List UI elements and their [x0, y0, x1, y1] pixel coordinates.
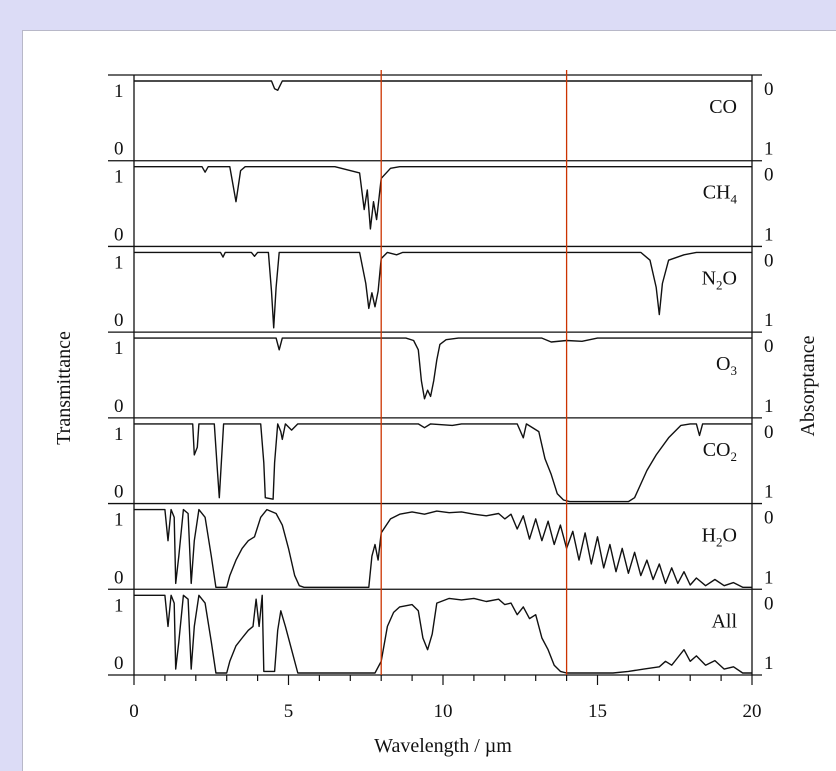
y-axis-title-right: Absorptance	[797, 335, 819, 436]
series-label-ch4: CH4	[703, 182, 738, 207]
series-line-all	[134, 594, 752, 674]
x-axis-title: Wavelength / µm	[374, 735, 512, 757]
right-tick-top: 0	[764, 593, 774, 614]
right-tick-bottom: 1	[764, 567, 774, 588]
panel-co: 1 0 0 1 CO	[108, 79, 774, 162]
left-tick-bottom: 0	[114, 310, 124, 331]
series-line-n2o	[134, 251, 752, 329]
series-line-h2o	[134, 508, 752, 588]
right-tick-top: 0	[764, 422, 774, 443]
x-tick-label: 15	[588, 701, 607, 722]
left-tick-bottom: 0	[114, 653, 124, 674]
window-markers	[380, 70, 568, 675]
panel-o3: 1 0 0 1 O3	[108, 336, 774, 419]
series-label-all: All	[711, 610, 737, 632]
left-tick-top: 1	[114, 167, 124, 188]
x-tick-label: 0	[129, 701, 139, 722]
panel-all: 1 0 0 1 All	[108, 593, 774, 676]
right-tick-top: 0	[764, 336, 774, 357]
right-tick-bottom: 1	[764, 653, 774, 674]
right-tick-bottom: 1	[764, 396, 774, 417]
right-tick-bottom: 1	[764, 139, 774, 160]
right-tick-top: 0	[764, 79, 774, 100]
left-tick-top: 1	[114, 338, 124, 359]
left-tick-bottom: 0	[114, 482, 124, 503]
right-tick-top: 0	[764, 165, 774, 186]
left-tick-top: 1	[114, 595, 124, 616]
x-tick-label: 5	[284, 701, 294, 722]
series-line-co2	[134, 423, 752, 503]
x-tick-label: 10	[434, 701, 453, 722]
series-label-n2o: N2O	[702, 267, 737, 292]
series-label-co2: CO2	[703, 439, 737, 464]
x-axis: 0 5 10 15 20	[129, 675, 762, 722]
figure-panel	[22, 30, 836, 771]
series-label-o3: O3	[716, 353, 737, 378]
left-tick-bottom: 0	[114, 224, 124, 245]
y-axis-title-left: Transmittance	[53, 331, 75, 445]
series-line-co	[134, 80, 752, 91]
panel-ch4: 1 0 0 1 CH4	[108, 165, 774, 248]
right-tick-bottom: 1	[764, 482, 774, 503]
series-line-ch4	[134, 166, 752, 230]
series-line-o3	[134, 337, 752, 400]
panels-group: 1 0 0 1 CO 1 0 0 1 CH4 1 0 0 1 N2O 1 0 0 1 O3 1 0 0 1 CO2 1 0 0 1 H2O…	[108, 74, 774, 676]
right-tick-bottom: 1	[764, 224, 774, 245]
right-tick-bottom: 1	[764, 310, 774, 331]
panel-co2: 1 0 0 1 CO2	[108, 422, 774, 505]
panel-h2o: 1 0 0 1 H2O	[108, 508, 774, 590]
x-tick-label: 20	[743, 701, 762, 722]
left-tick-top: 1	[114, 81, 124, 102]
right-tick-top: 0	[764, 508, 774, 529]
left-tick-top: 1	[114, 252, 124, 273]
left-tick-top: 1	[114, 424, 124, 445]
left-tick-bottom: 0	[114, 396, 124, 417]
panel-n2o: 1 0 0 1 N2O	[108, 250, 774, 333]
left-tick-bottom: 0	[114, 139, 124, 160]
series-label-co: CO	[709, 96, 737, 118]
right-tick-top: 0	[764, 250, 774, 271]
left-tick-top: 1	[114, 510, 124, 531]
left-tick-bottom: 0	[114, 567, 124, 588]
series-label-h2o: H2O	[702, 525, 737, 550]
